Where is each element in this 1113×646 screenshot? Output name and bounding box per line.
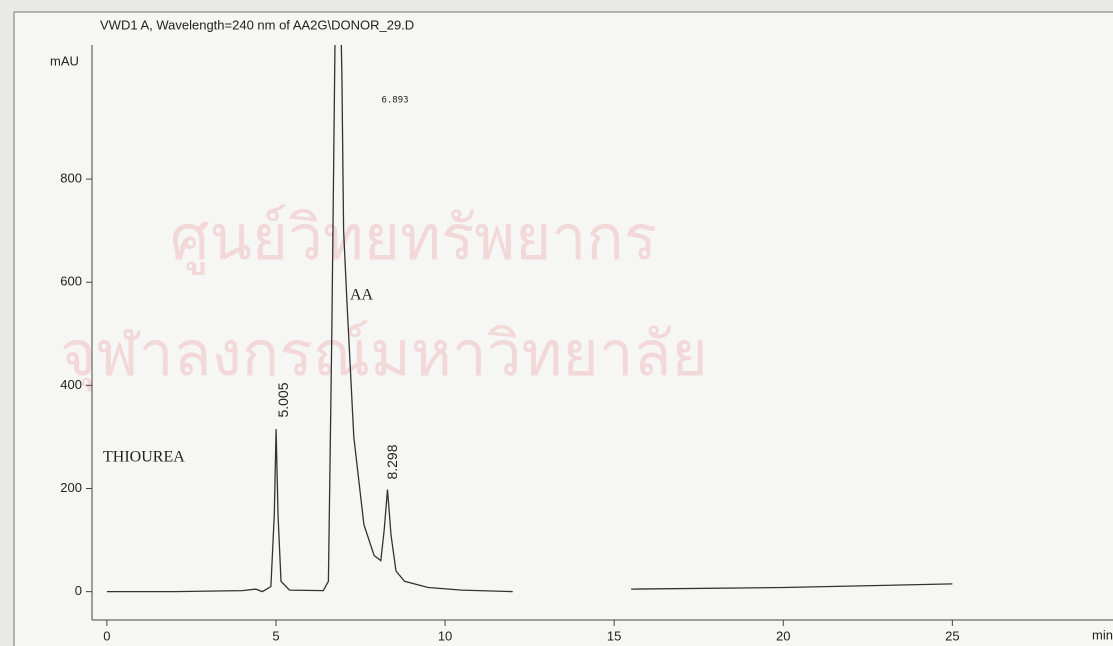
trace: [106, 45, 513, 593]
watermark: ศูนย์วิทยทรัพยากร: [170, 201, 657, 275]
annotation: AA: [350, 287, 374, 304]
trace: [631, 583, 953, 590]
y-tick-label: 200: [60, 480, 82, 495]
peak-label: 6.893: [381, 96, 408, 106]
watermark: จุฬาลงกรณ์มหาวิทยาลัย: [60, 317, 708, 391]
chart-title: VWD1 A, Wavelength=240 nm of AA2G\DONOR_…: [100, 17, 414, 32]
y-tick-label: 400: [60, 377, 82, 392]
y-axis-label: mAU: [50, 53, 79, 68]
x-tick-label: 15: [607, 628, 621, 643]
y-tick-label: 600: [60, 274, 82, 289]
annotation: THIOUREA: [103, 449, 185, 466]
x-tick-label: 25: [945, 628, 959, 643]
x-tick-label: 5: [272, 628, 279, 643]
y-tick-label: 0: [75, 583, 82, 598]
x-tick-label: 20: [776, 628, 790, 643]
x-tick-label: 10: [438, 628, 452, 643]
peak-label: 8.298: [384, 444, 400, 479]
x-axis-label: min: [1092, 627, 1113, 642]
y-tick-label: 800: [60, 171, 82, 186]
x-tick-label: 0: [103, 628, 110, 643]
peak-label: 5.005: [275, 382, 291, 417]
frame: [13, 11, 1113, 646]
